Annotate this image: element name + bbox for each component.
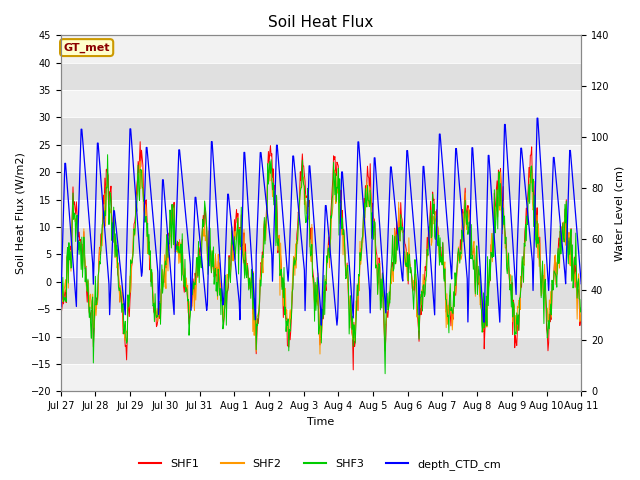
Y-axis label: Water Level (cm): Water Level (cm) — [615, 166, 625, 261]
SHF1 — [260, 226, 268, 232]
SHF3 — [240, 261, 248, 266]
depth_CTD_cm — [375, 213, 383, 219]
SHF1 — [240, 230, 248, 236]
SHF3 — [104, 152, 111, 157]
SHF3 — [260, 245, 268, 251]
depth_CTD_cm — [118, 279, 125, 285]
Bar — [61, 309, 581, 336]
SHF1 — [577, 316, 585, 322]
SHF3 — [381, 371, 389, 377]
Bar — [61, 118, 581, 145]
depth_CTD_cm — [57, 304, 65, 310]
Line: SHF2: SHF2 — [61, 162, 581, 354]
SHF1 — [118, 302, 125, 308]
Line: SHF3: SHF3 — [61, 155, 581, 374]
SHF1 — [349, 367, 357, 373]
Bar — [61, 172, 581, 200]
Bar — [61, 336, 581, 364]
SHF2 — [57, 322, 65, 327]
SHF2 — [316, 351, 324, 357]
depth_CTD_cm — [259, 169, 267, 175]
Bar — [61, 282, 581, 309]
SHF3 — [57, 334, 65, 339]
SHF1 — [376, 259, 383, 264]
SHF1 — [136, 139, 144, 144]
X-axis label: Time: Time — [307, 417, 335, 427]
SHF2 — [376, 260, 383, 266]
SHF1 — [214, 258, 222, 264]
SHF3 — [577, 305, 585, 311]
Bar — [61, 364, 581, 391]
SHF3 — [375, 261, 383, 266]
SHF1 — [405, 250, 413, 256]
Title: Soil Heat Flux: Soil Heat Flux — [268, 15, 374, 30]
Bar — [61, 200, 581, 227]
Bar — [61, 36, 581, 63]
SHF2 — [577, 306, 585, 312]
SHF1 — [57, 330, 65, 336]
SHF3 — [214, 266, 222, 272]
depth_CTD_cm — [317, 322, 325, 328]
Bar — [61, 90, 581, 118]
SHF2 — [118, 293, 125, 299]
depth_CTD_cm — [533, 115, 541, 121]
SHF3 — [118, 302, 126, 308]
SHF2 — [240, 227, 248, 232]
Bar — [61, 63, 581, 90]
Bar — [61, 227, 581, 254]
Y-axis label: Soil Heat Flux (W/m2): Soil Heat Flux (W/m2) — [15, 152, 25, 274]
Text: GT_met: GT_met — [63, 42, 110, 53]
Line: depth_CTD_cm: depth_CTD_cm — [61, 118, 581, 325]
Legend: SHF1, SHF2, SHF3, depth_CTD_cm: SHF1, SHF2, SHF3, depth_CTD_cm — [135, 455, 505, 474]
depth_CTD_cm — [577, 281, 585, 287]
depth_CTD_cm — [404, 156, 412, 162]
SHF2 — [260, 239, 268, 245]
Line: SHF1: SHF1 — [61, 142, 581, 370]
Bar — [61, 145, 581, 172]
SHF2 — [214, 252, 222, 257]
SHF2 — [136, 159, 144, 165]
depth_CTD_cm — [214, 220, 221, 226]
depth_CTD_cm — [239, 178, 247, 183]
Bar — [61, 254, 581, 282]
SHF2 — [405, 235, 413, 240]
SHF3 — [405, 252, 413, 258]
